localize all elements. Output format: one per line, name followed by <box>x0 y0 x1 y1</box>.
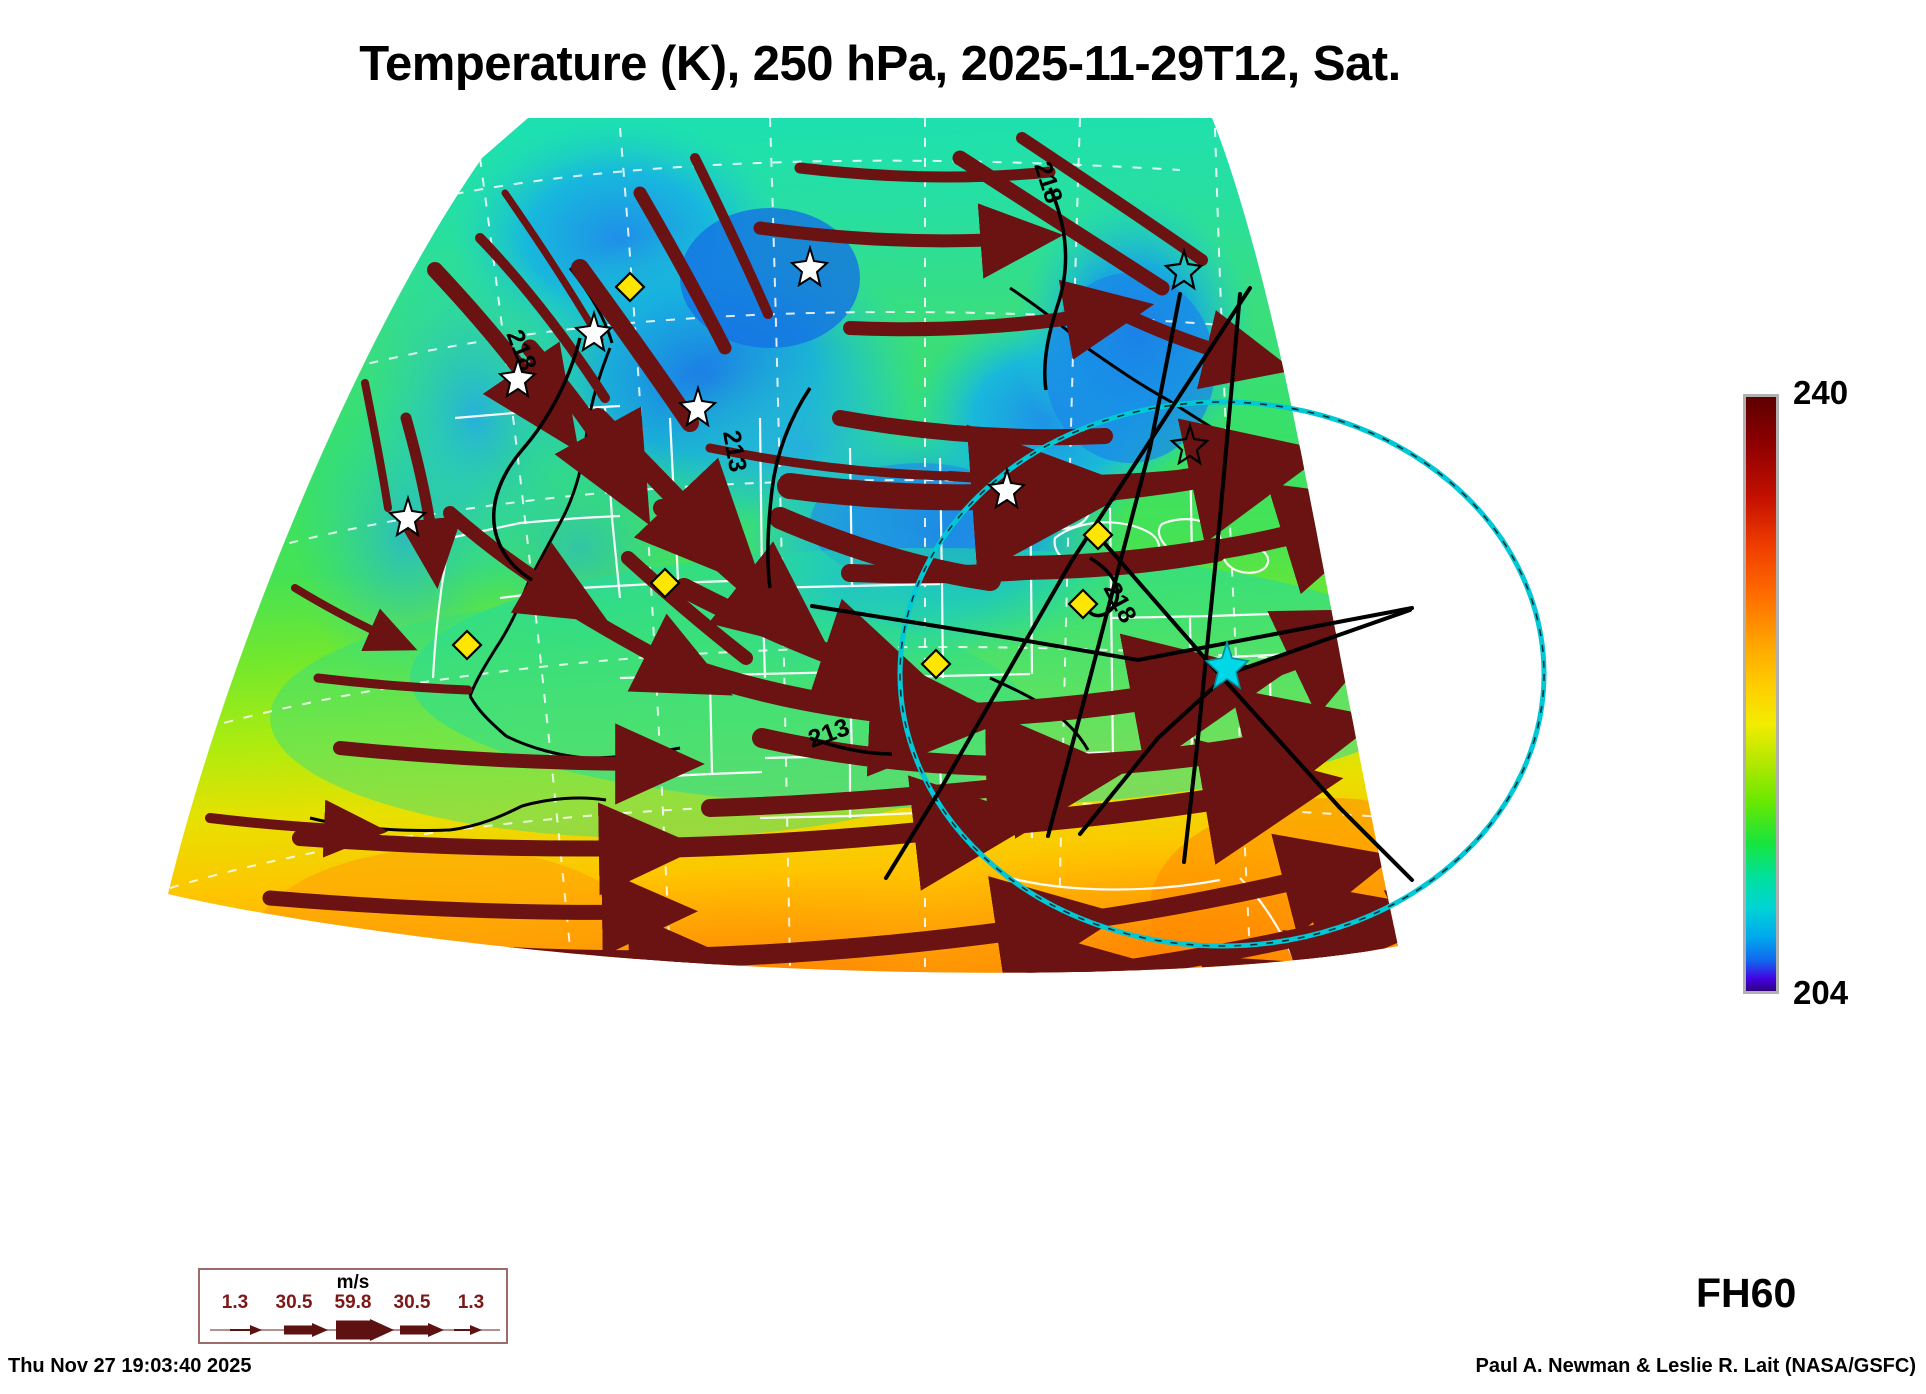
station-markers[interactable] <box>387 244 1250 690</box>
colorbar: 240 204 <box>1735 374 1925 1020</box>
map-canvas[interactable]: 218 213 218 218 213 <box>150 118 1710 1078</box>
colorbar-max-label: 240 <box>1793 374 1849 411</box>
forecast-hour-label: FH60 <box>1696 1270 1797 1316</box>
colorbar-gradient <box>1743 394 1779 994</box>
wind-legend-units: m/s <box>336 1272 370 1293</box>
wind-tick-3: 30.5 <box>393 1292 431 1313</box>
wind-tick-4: 1.3 <box>457 1292 485 1313</box>
wind-tick-2: 59.8 <box>334 1292 372 1313</box>
wind-tick-0: 1.3 <box>221 1292 249 1313</box>
author-credit: Paul A. Newman & Leslie R. Lait (NASA/GS… <box>1475 1355 1916 1377</box>
white-star-marker[interactable] <box>387 244 1027 538</box>
map-panel[interactable]: 218 213 218 218 213 <box>150 118 1710 1078</box>
outline-star-marker[interactable] <box>1163 247 1210 466</box>
page-title: Temperature (K), 250 hPa, 2025-11-29T12,… <box>359 37 1401 91</box>
range-circle <box>897 399 1547 949</box>
temperature-contours <box>492 187 1120 756</box>
flight-tracks <box>810 286 1414 882</box>
yellow-diamond-marker[interactable] <box>451 271 1114 680</box>
cyan-star-marker[interactable] <box>1204 639 1250 690</box>
wind-legend-ticks: 1.3 30.5 59.8 30.5 1.3 <box>206 1292 500 1314</box>
wind-speed-legend: m/s 1.3 30.5 59.8 30.5 1.3 <box>198 1268 508 1344</box>
colorbar-min-label: 204 <box>1793 974 1849 1011</box>
wind-legend-arrows <box>210 1319 500 1341</box>
wind-tick-1: 30.5 <box>275 1292 313 1313</box>
generation-timestamp: Thu Nov 27 19:03:40 2025 <box>8 1355 252 1377</box>
